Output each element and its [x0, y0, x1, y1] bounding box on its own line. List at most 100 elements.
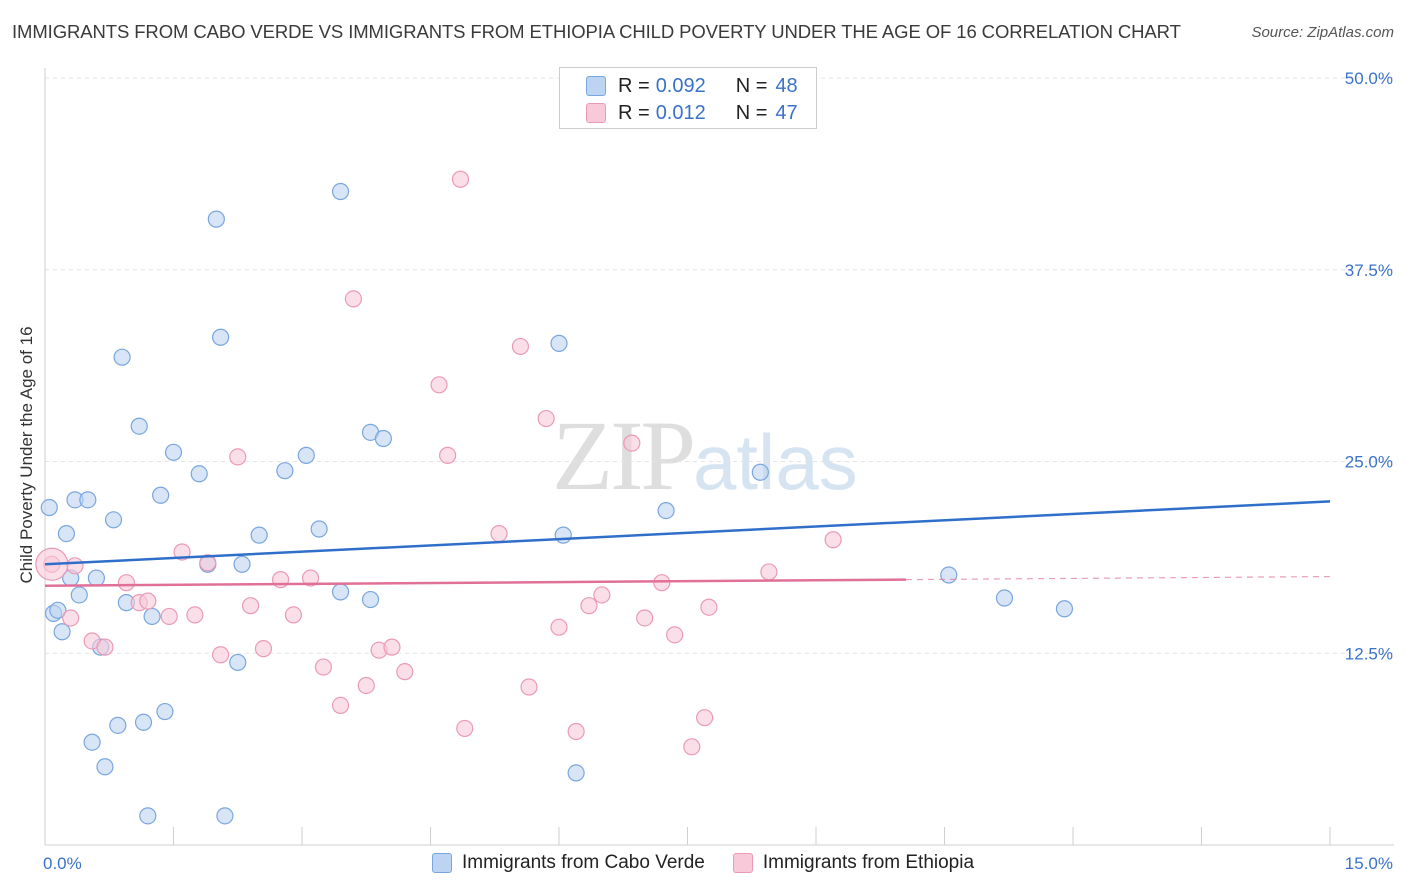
cabo-verde-point: [152, 486, 170, 504]
ethiopia-point: [66, 557, 84, 575]
ethiopia-point: [439, 446, 457, 464]
legend-r-value: 0.012: [655, 101, 706, 124]
cabo-verde-point: [229, 653, 247, 672]
tick-labels: 12.5% 25.0% 37.5% 50.0% 0.0% 15.0%: [43, 69, 1393, 873]
ethiopia-point: [623, 434, 641, 452]
source-credit: Source: ZipAtlas.com: [1251, 24, 1394, 41]
ethiopia-point: [242, 597, 260, 615]
cabo-verde-point: [207, 210, 225, 228]
legend-n-value: 47: [775, 101, 798, 124]
cabo-verde-point: [374, 429, 392, 448]
cabo-verde-point: [657, 501, 675, 520]
legend-swatch-pink: [586, 103, 606, 123]
ethiopia-point: [62, 609, 80, 627]
ethiopia-point: [199, 554, 217, 572]
stats-legend: R = 0.092 N = 48 R = 0.012 N = 47: [559, 67, 817, 129]
ethiopia-point: [344, 290, 362, 308]
cabo-verde-point: [53, 623, 71, 641]
cabo-verde-point: [164, 443, 183, 461]
ethiopia-point: [383, 638, 401, 656]
cabo-verde-point: [104, 511, 123, 529]
cabo-verde-point: [109, 716, 127, 734]
legend-r-value: 0.092: [655, 74, 706, 97]
ethiopia-point: [550, 618, 568, 636]
cabo-verde-point: [57, 524, 76, 543]
legend-row-ethiopia: R = 0.012 N = 47: [586, 101, 798, 125]
cabo-verde-point: [995, 589, 1014, 607]
ethiopia-point: [653, 574, 671, 592]
legend-n-label: N =: [735, 101, 768, 124]
cabo-verde-point: [751, 463, 769, 481]
ethiopia-point: [760, 563, 778, 581]
cabo-verde-point: [70, 586, 88, 604]
legend-r-label: R =: [618, 101, 650, 124]
legend-item-ethiopia[interactable]: Immigrants from Ethiopia: [732, 852, 975, 874]
cabo-verde-point: [49, 601, 67, 619]
watermark-zip: ZIP: [552, 400, 696, 511]
cabo-verde-point: [250, 526, 268, 544]
ethiopia-point: [580, 597, 598, 615]
trend-lines: [44, 500, 1331, 588]
ethiopia-point: [451, 170, 470, 188]
legend-label-ethiopia: Immigrants from Ethiopia: [762, 852, 975, 873]
legend-swatch-pink: [732, 853, 753, 873]
ethiopia-point: [511, 337, 530, 356]
legend-n-label: N =: [735, 74, 768, 97]
ethiopia-point: [160, 607, 178, 626]
ethiopia-point: [683, 738, 701, 756]
ethiopia-point: [824, 531, 842, 549]
cabo-verde-point: [40, 498, 58, 517]
series-legend: Immigrants from Cabo Verde Immigrants fr…: [0, 852, 1406, 874]
ethiopia-point: [537, 409, 555, 428]
cabo-verde-point: [96, 758, 114, 776]
y-tick-label: 50.0%: [1345, 69, 1393, 88]
ethiopia-point: [696, 709, 714, 727]
legend-item-cabo-verde[interactable]: Immigrants from Cabo Verde: [431, 852, 705, 874]
ethiopia-point: [139, 592, 157, 610]
cabo-verde-point: [134, 713, 153, 731]
ethiopia-point: [314, 658, 333, 676]
trend-line-cabo-verde: [44, 500, 1331, 566]
ethiopia-point: [301, 569, 320, 587]
cabo-verde-point: [233, 555, 251, 573]
ethiopia-point: [284, 606, 303, 624]
ethiopia-point: [430, 376, 448, 394]
series-cabo-verde-points: [40, 182, 1074, 825]
ethiopia-point: [456, 719, 474, 738]
cabo-verde-point: [212, 328, 230, 346]
legend-label-cabo-verde: Immigrants from Cabo Verde: [461, 852, 705, 873]
legend-row-cabo-verde: R = 0.092 N = 48: [586, 74, 798, 98]
ethiopia-point: [567, 722, 585, 741]
cabo-verde-point: [361, 590, 380, 609]
cabo-verde-point: [190, 465, 208, 483]
axes: [44, 68, 1394, 846]
cabo-verde-point: [331, 182, 350, 201]
ethiopia-point: [396, 663, 414, 681]
ethiopia-point: [636, 609, 654, 627]
ethiopia-point: [593, 586, 611, 604]
x-tick-label-min: 0.0%: [43, 854, 82, 873]
cabo-verde-point: [139, 807, 157, 825]
cabo-verde-point: [310, 520, 328, 538]
cabo-verde-point: [156, 702, 174, 721]
chart-title: IMMIGRANTS FROM CABO VERDE VS IMMIGRANTS…: [12, 21, 1181, 42]
legend-r-label: R =: [618, 74, 650, 97]
cabo-verde-point: [550, 334, 568, 352]
ethiopia-point: [117, 574, 135, 592]
cabo-verde-point: [87, 569, 106, 587]
y-tick-label: 12.5%: [1345, 644, 1393, 663]
y-tick-label: 37.5%: [1345, 261, 1393, 280]
ethiopia-point: [96, 638, 114, 656]
cabo-verde-point: [276, 462, 294, 480]
ethiopia-point: [173, 543, 191, 561]
ethiopia-point: [254, 640, 273, 658]
legend-swatch-blue: [586, 76, 606, 96]
ethiopia-point: [186, 606, 204, 624]
ethiopia-point: [700, 598, 718, 616]
cabo-verde-point: [554, 526, 572, 544]
ethiopia-point: [666, 626, 684, 644]
ethiopia-point: [229, 448, 247, 466]
legend-swatch-blue: [431, 853, 452, 873]
cabo-verde-point: [331, 583, 350, 601]
